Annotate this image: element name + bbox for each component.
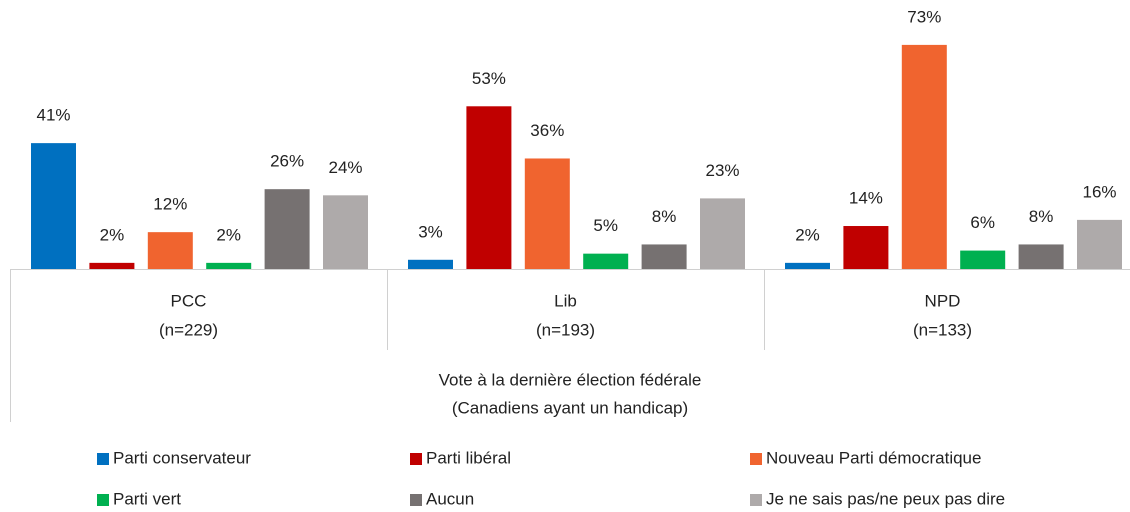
legend-label: Parti libéral (426, 448, 511, 467)
data-label: 53% (472, 69, 506, 88)
data-label: 73% (907, 7, 941, 26)
data-label: 3% (418, 222, 443, 241)
data-label: 5% (593, 216, 618, 235)
data-label: 26% (270, 152, 304, 171)
x-tick-label: (n=193) (536, 320, 595, 339)
x-tick-label: (n=133) (913, 320, 972, 339)
legend-label: Je ne sais pas/ne peux pas dire (766, 489, 1005, 508)
bar (901, 44, 947, 269)
data-label: 8% (1029, 207, 1054, 226)
bar (264, 189, 310, 269)
x-tick-label: Lib (554, 291, 577, 310)
bar (89, 262, 135, 269)
legend-label: Parti vert (113, 489, 181, 508)
legend-label: Aucun (426, 489, 474, 508)
legend-swatch (97, 494, 109, 506)
axis-frame (10, 269, 1130, 422)
data-label: 41% (36, 106, 70, 125)
legend-swatch (750, 494, 762, 506)
bar (583, 253, 629, 269)
data-label: 8% (652, 207, 677, 226)
bar (408, 259, 453, 269)
data-label: 23% (705, 161, 739, 180)
bar (700, 198, 745, 269)
x-tick-label: (n=229) (159, 320, 218, 339)
legend-swatch (410, 453, 422, 465)
data-label: 2% (795, 225, 820, 244)
bar (785, 262, 830, 269)
data-label: 36% (530, 121, 564, 140)
data-label: 12% (153, 195, 187, 214)
data-label: 24% (328, 158, 362, 177)
legend-label: Parti conservateur (113, 448, 251, 467)
bar (147, 232, 193, 269)
bar (1077, 219, 1122, 269)
bar (843, 226, 889, 269)
data-label: 16% (1082, 182, 1116, 201)
legend-label: Nouveau Parti démocratique (766, 448, 981, 467)
bar (960, 250, 1006, 269)
bar (31, 143, 76, 269)
x-tick-label: PCC (171, 291, 207, 310)
x-tick-label: NPD (925, 291, 961, 310)
data-label: 2% (216, 225, 241, 244)
bar (1018, 244, 1064, 269)
data-label: 14% (849, 189, 883, 208)
legend-swatch (410, 494, 422, 506)
bar (466, 106, 512, 269)
data-label: 2% (100, 225, 125, 244)
legend-swatch (750, 453, 762, 465)
bar (206, 262, 252, 269)
bar (323, 195, 368, 269)
x-axis-label: Vote à la dernière élection fédérale (439, 370, 702, 389)
bar (641, 244, 687, 269)
bar (524, 158, 570, 269)
legend-swatch (97, 453, 109, 465)
x-axis-label: (Canadiens ayant un handicap) (452, 398, 688, 417)
data-label: 6% (970, 213, 995, 232)
